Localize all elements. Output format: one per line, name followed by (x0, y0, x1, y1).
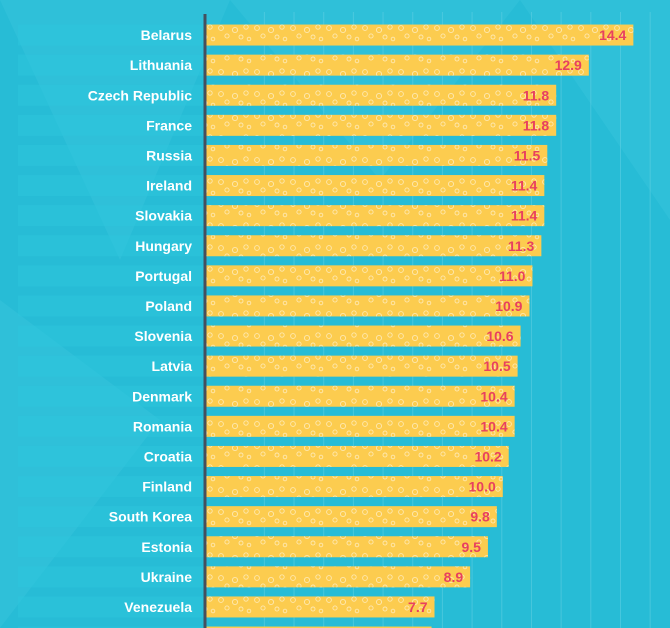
value-label: 10.9 (495, 298, 522, 314)
value-label: 9.8 (470, 509, 490, 525)
bar-pattern (206, 24, 634, 46)
value-label: 11.5 (514, 147, 541, 163)
label-bands (18, 24, 205, 628)
category-labels: Belarus Lithuania Czech Republic France Russ… (88, 27, 192, 615)
bar-pattern (206, 265, 533, 287)
bar-pattern (206, 536, 488, 558)
value-label: 12.9 (555, 57, 582, 73)
value-labels: 14.4 12.9 11.8 11.8 11.5 11.4 11.4 11.3 11.0 10.9… (408, 27, 627, 615)
label-band (18, 114, 205, 136)
value-label: 10.4 (480, 388, 507, 404)
bar-pattern (206, 566, 471, 588)
label-band (18, 295, 205, 317)
bar-pattern (206, 596, 435, 618)
bar-pattern (206, 415, 515, 437)
bar-pattern (206, 144, 548, 166)
category-label: Lithuania (130, 57, 192, 73)
label-band (18, 355, 205, 377)
label-band (18, 175, 205, 197)
value-label: 11.0 (499, 268, 526, 284)
category-label: Hungary (135, 238, 192, 254)
category-label: Czech Republic (88, 87, 192, 103)
label-band (18, 54, 205, 76)
category-label: Ukraine (141, 569, 193, 585)
category-label: Portugal (135, 268, 192, 284)
label-band-partial (18, 626, 205, 628)
bar-pattern (206, 295, 530, 317)
category-label: Venezuela (124, 599, 192, 615)
label-band (18, 536, 205, 558)
category-label: Slovakia (135, 208, 192, 224)
bar-pattern (206, 476, 503, 498)
bar-pattern (206, 355, 518, 377)
bar-pattern (206, 506, 497, 528)
label-band (18, 265, 205, 287)
value-label: 7.7 (408, 599, 428, 615)
label-band (18, 235, 205, 257)
value-label: 10.5 (483, 358, 510, 374)
label-band (18, 205, 205, 227)
category-label: Belarus (141, 27, 193, 43)
bar-pattern (206, 205, 545, 227)
bar-pattern (206, 325, 521, 347)
category-label: Poland (145, 298, 192, 314)
label-band (18, 385, 205, 407)
category-label: Denmark (132, 388, 192, 404)
label-band (18, 506, 205, 528)
value-label: 11.4 (511, 178, 538, 194)
label-band (18, 325, 205, 347)
value-label: 11.4 (511, 208, 538, 224)
bars (206, 24, 634, 628)
value-label: 10.2 (474, 448, 501, 464)
label-band (18, 84, 205, 106)
value-label: 8.9 (444, 569, 464, 585)
bar-pattern (206, 175, 545, 197)
category-label: Slovenia (134, 328, 192, 344)
label-band (18, 566, 205, 588)
label-band (18, 144, 205, 166)
category-label: Croatia (144, 448, 192, 464)
bar-pattern (206, 54, 589, 76)
label-band (18, 596, 205, 618)
category-label: Finland (142, 479, 192, 495)
bar-pattern (206, 114, 557, 136)
category-label: Romania (133, 418, 192, 434)
category-label: Latvia (152, 358, 193, 374)
value-label: 11.3 (508, 238, 535, 254)
bar-pattern (206, 385, 515, 407)
value-label: 10.4 (480, 418, 507, 434)
category-label: France (146, 117, 192, 133)
bar-pattern (206, 235, 542, 257)
category-label: South Korea (109, 509, 192, 525)
value-label: 10.6 (486, 328, 513, 344)
label-band (18, 445, 205, 467)
value-label: 9.5 (461, 539, 481, 555)
label-band (18, 415, 205, 437)
bar-partial (206, 626, 432, 628)
category-label: Ireland (146, 178, 192, 194)
bar-pattern (206, 445, 509, 467)
value-label: 10.0 (469, 479, 496, 495)
value-label: 11.8 (523, 87, 550, 103)
label-band (18, 476, 205, 498)
value-label: 11.8 (523, 117, 550, 133)
category-label: Estonia (141, 539, 192, 555)
bar-pattern (206, 84, 557, 106)
label-band (18, 24, 205, 46)
value-label: 14.4 (599, 27, 626, 43)
category-label: Russia (146, 147, 192, 163)
